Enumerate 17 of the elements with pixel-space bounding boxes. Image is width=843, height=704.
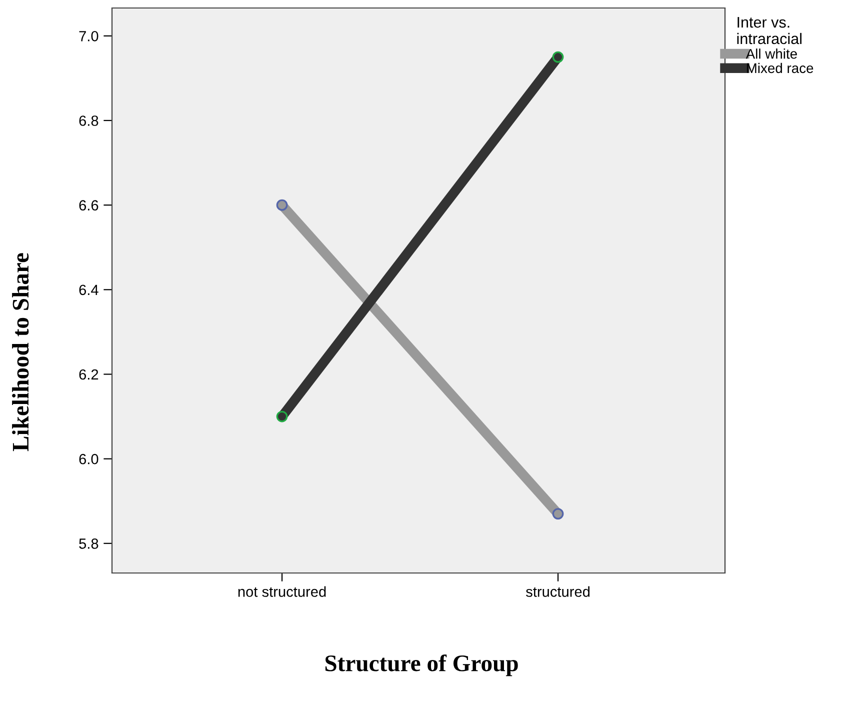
y-tick-label: 6.6 — [79, 200, 98, 210]
y-axis-title: Likelihood to Share — [12, 253, 29, 452]
y-tick-label: 7.0 — [79, 31, 98, 42]
point — [276, 410, 288, 422]
y-tick-label: 6.8 — [79, 116, 98, 126]
y-tick-label: 6.4 — [79, 284, 98, 296]
legend-label: All white — [746, 48, 797, 59]
point — [552, 51, 564, 63]
point — [552, 508, 564, 520]
legend-title: Inter vs. intraracial — [737, 17, 802, 44]
y-tick-label: 6.2 — [79, 369, 98, 380]
y-tick-label: 5.8 — [79, 538, 98, 549]
x-tick-label: structured — [526, 586, 590, 597]
x-tick-label: not structured — [238, 586, 326, 597]
y-tick-label: 6.0 — [79, 454, 98, 464]
point — [276, 199, 288, 211]
x-axis-title: Structure of Group — [325, 654, 518, 676]
